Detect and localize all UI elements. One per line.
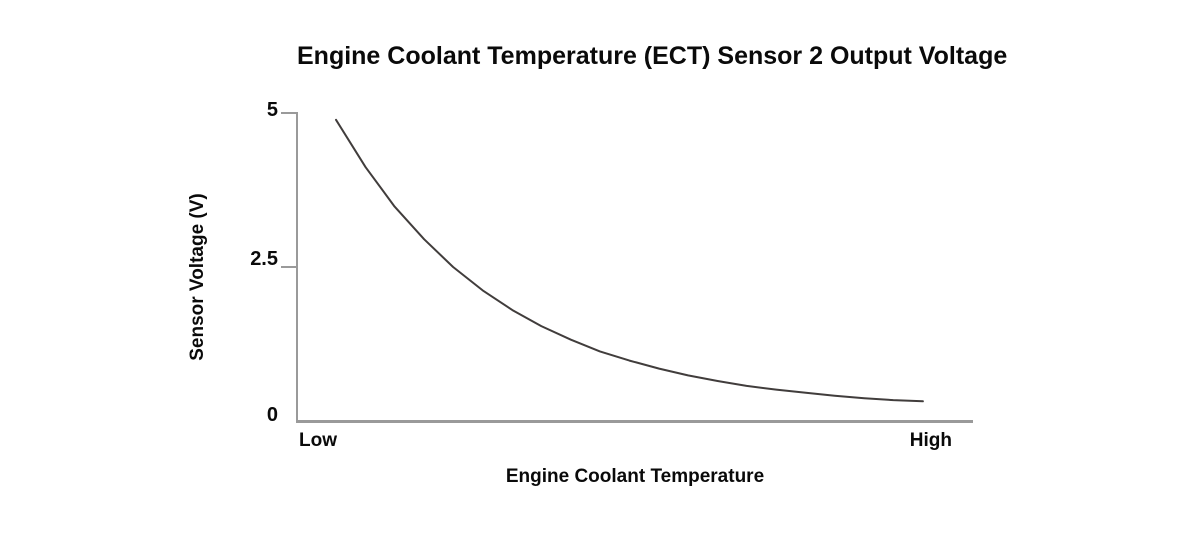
x-tick-label-low: Low [299,430,337,451]
y-axis-line [296,112,298,421]
y-tick-label-5: 5 [266,99,278,121]
curve-ECT sensor 2 output voltage vs coolant temperature [335,118,924,403]
ect-voltage-curve [335,118,924,403]
x-tick-label-high: High [909,430,952,451]
y-tick-label-0: 0 [266,404,278,426]
x-axis-line [296,420,973,423]
x-axis-label: Engine Coolant Temperature [505,466,765,487]
y-tick-mark-2-5 [281,266,297,268]
chart-title: Engine Coolant Temperature (ECT) Sensor … [297,42,1008,70]
y-tick-label-2-5: 2.5 [250,248,278,270]
y-tick-mark-5 [281,112,297,114]
